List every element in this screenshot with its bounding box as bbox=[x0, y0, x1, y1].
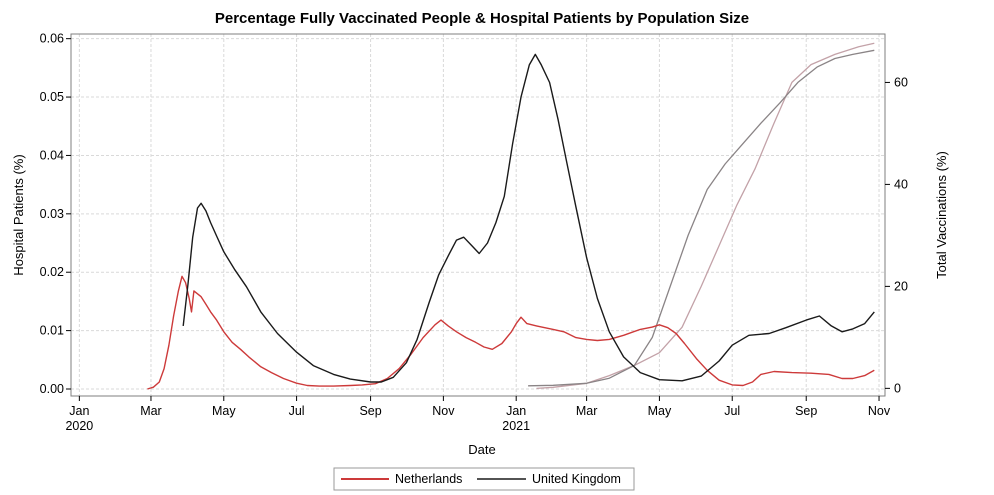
plot-frame bbox=[70, 33, 886, 397]
x-tick-label: Nov bbox=[432, 404, 455, 418]
x-tick-label: Mar bbox=[576, 404, 598, 418]
y-tick-label: 0.02 bbox=[40, 265, 64, 279]
y-tick-label: 0.04 bbox=[40, 148, 64, 162]
x-tick-year-label: 2021 bbox=[502, 419, 530, 433]
x-tick-label: Jul bbox=[289, 404, 305, 418]
grid-layer bbox=[71, 34, 885, 396]
series-line-netherlands bbox=[147, 275, 875, 390]
x-tick-label: Mar bbox=[140, 404, 162, 418]
series-line-vaccinations-2 bbox=[536, 42, 875, 390]
y2-tick-label: 40 bbox=[894, 177, 908, 191]
x-tick-label: Sep bbox=[359, 404, 381, 418]
x-tick-label: Nov bbox=[868, 404, 891, 418]
legend-label-netherlands: Netherlands bbox=[395, 472, 462, 486]
x-tick-label: May bbox=[212, 404, 236, 418]
y-tick-label: 0.00 bbox=[40, 382, 64, 396]
series-line-vaccinations-3 bbox=[528, 49, 875, 387]
y-tick-label: 0.03 bbox=[40, 207, 64, 221]
y2-axis-label: Total Vaccinations (%) bbox=[934, 151, 949, 279]
x-axis-label: Date bbox=[468, 442, 495, 457]
x-tick-label: Sep bbox=[795, 404, 817, 418]
chart-title: Percentage Fully Vaccinated People & Hos… bbox=[215, 10, 749, 27]
series-layer bbox=[147, 42, 875, 390]
x-tick-label: Jul bbox=[724, 404, 740, 418]
y-tick-label: 0.06 bbox=[40, 32, 64, 46]
y-tick-label: 0.01 bbox=[40, 324, 64, 338]
x-tick-label: Jan bbox=[69, 404, 89, 418]
series-line-united-kingdom bbox=[182, 53, 875, 383]
y2-tick-label: 0 bbox=[894, 381, 901, 395]
legend-label-united-kingdom: United Kingdom bbox=[532, 472, 621, 486]
y2-tick-label: 60 bbox=[894, 75, 908, 89]
y2-tick-label: 20 bbox=[894, 279, 908, 293]
x-tick-year-label: 2020 bbox=[65, 419, 93, 433]
legend: Netherlands United Kingdom bbox=[333, 467, 635, 491]
right-y-axis: 0 20 40 60 bbox=[885, 75, 908, 395]
y-axis-label: Hospital Patients (%) bbox=[11, 154, 26, 275]
x-tick-label: May bbox=[648, 404, 672, 418]
left-y-axis: 0.00 0.01 0.02 0.03 0.04 0.05 0.06 bbox=[40, 32, 71, 396]
y-tick-label: 0.05 bbox=[40, 90, 64, 104]
x-tick-label: Jan bbox=[506, 404, 526, 418]
